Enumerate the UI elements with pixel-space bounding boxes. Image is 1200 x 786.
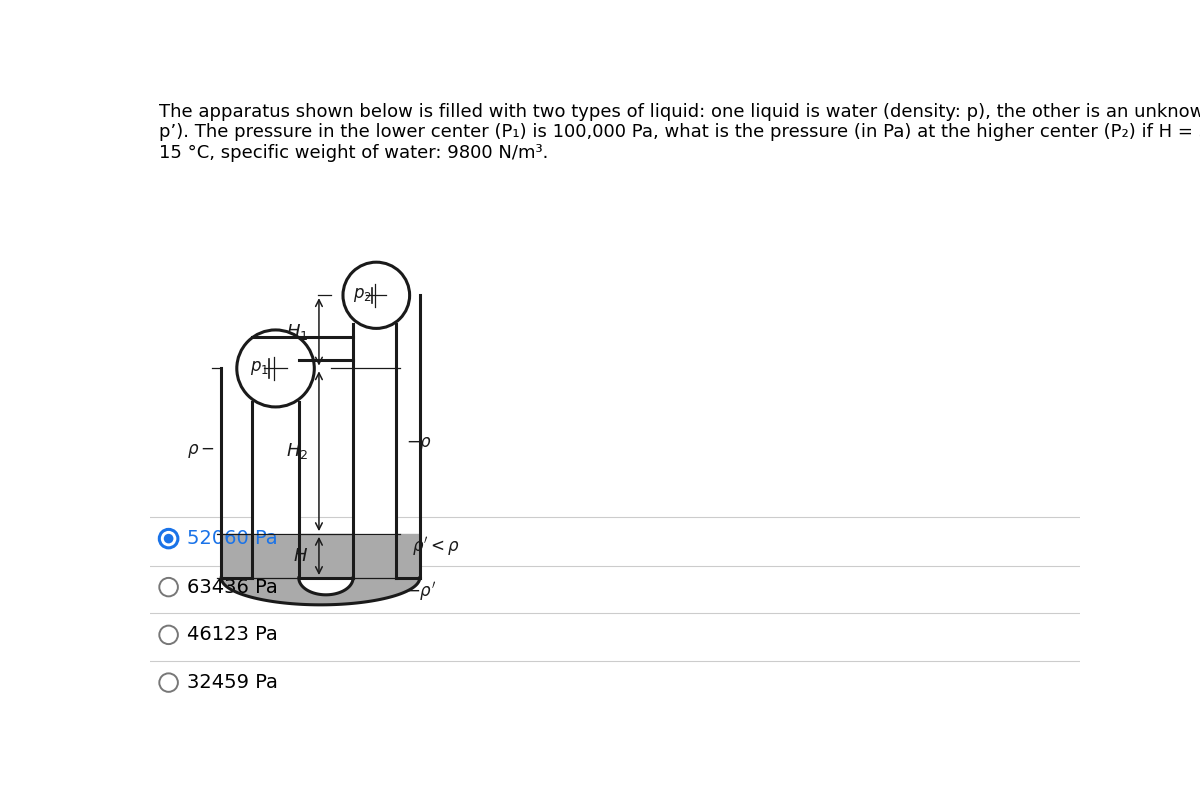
Circle shape (343, 263, 409, 329)
Polygon shape (221, 578, 420, 604)
Text: $H_1$: $H_1$ (286, 321, 308, 342)
Circle shape (236, 330, 314, 407)
Text: $p_2$: $p_2$ (353, 286, 372, 304)
Polygon shape (396, 534, 420, 578)
Polygon shape (299, 337, 353, 360)
Text: p’). The pressure in the lower center (P₁) is 100,000 Pa, what is the pressure (: p’). The pressure in the lower center (P… (160, 123, 1200, 141)
Text: $-\rho$: $-\rho$ (406, 435, 432, 453)
Polygon shape (252, 534, 396, 578)
Text: $\rho' < \rho$: $\rho' < \rho$ (412, 535, 460, 558)
Text: 46123 Pa: 46123 Pa (187, 626, 278, 645)
Circle shape (160, 529, 178, 548)
Text: The apparatus shown below is filled with two types of liquid: one liquid is wate: The apparatus shown below is filled with… (160, 103, 1200, 121)
Text: $H_2$: $H_2$ (286, 441, 308, 461)
Polygon shape (252, 369, 299, 534)
Text: 32459 Pa: 32459 Pa (187, 673, 278, 692)
Polygon shape (353, 296, 396, 534)
Polygon shape (299, 578, 353, 595)
Text: $H$: $H$ (293, 547, 308, 565)
Text: 15 °C, specific weight of water: 9800 N/m³.: 15 °C, specific weight of water: 9800 N/… (160, 144, 548, 162)
Text: $p_1$: $p_1$ (251, 359, 269, 377)
Text: $\rho-$: $\rho-$ (187, 443, 215, 461)
Polygon shape (221, 534, 252, 578)
Text: $-\rho'$: $-\rho'$ (406, 580, 436, 603)
Circle shape (163, 534, 174, 543)
Text: 63436 Pa: 63436 Pa (187, 578, 278, 597)
Text: 52060 Pa: 52060 Pa (187, 529, 278, 548)
